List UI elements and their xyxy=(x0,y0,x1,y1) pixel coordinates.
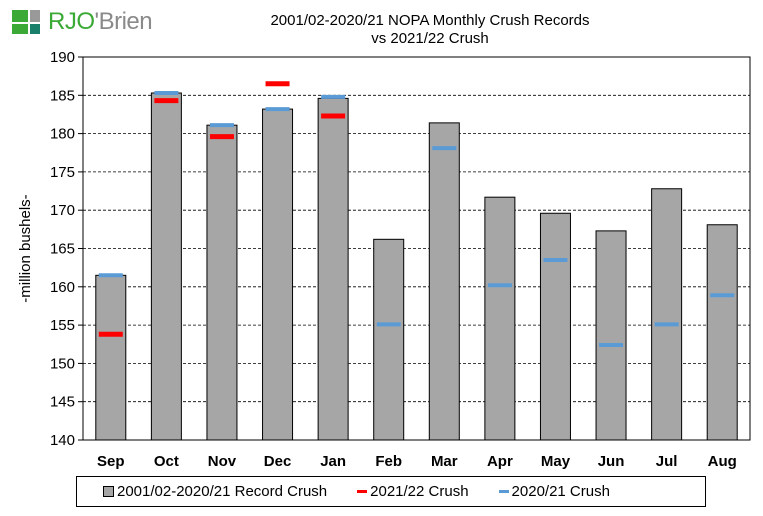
bar-record xyxy=(373,238,405,441)
y-tick-label: 140 xyxy=(50,432,75,449)
y-tick-label: 170 xyxy=(50,202,75,219)
bar-record xyxy=(262,108,294,441)
y-tick-label: 165 xyxy=(50,241,75,258)
y-tick-label: 190 xyxy=(50,49,75,66)
plot-border xyxy=(82,56,751,441)
x-tick-label: May xyxy=(541,453,571,470)
bar-record xyxy=(95,274,127,441)
x-tick-label: Nov xyxy=(208,453,237,470)
x-tick-label: Dec xyxy=(264,453,292,470)
rjo-brien-logo: RJO'Brien xyxy=(12,8,153,36)
x-tick-label: Jun xyxy=(598,453,625,470)
legend-item-2020-21: 2020/21 Crush xyxy=(498,483,610,500)
bar-record xyxy=(651,188,683,441)
bar-record xyxy=(206,124,238,441)
legend-item-2021-22: 2021/22 Crush xyxy=(357,483,469,500)
subtitle-line: vs 2021/22 Crush xyxy=(371,30,489,47)
bar-record xyxy=(539,212,571,441)
bar-record xyxy=(317,97,349,441)
x-tick-label: Feb xyxy=(375,453,402,470)
y-tick-label: 145 xyxy=(50,394,75,411)
y-axis-label: -million bushels- xyxy=(17,194,34,302)
bar-record xyxy=(428,122,460,441)
logo-text: RJO'Brien xyxy=(48,8,153,35)
y-tick-label: 160 xyxy=(50,279,75,296)
x-tick-label: Jan xyxy=(320,453,346,470)
logo-mark-icon xyxy=(12,10,40,34)
y-tick-label: 175 xyxy=(50,164,75,181)
y-tick-label: 150 xyxy=(50,355,75,372)
legend: 2001/02-2020/21 Record Crush 2021/22 Cru… xyxy=(76,476,706,507)
y-tick-label: 155 xyxy=(50,317,75,334)
y-tick-label: 185 xyxy=(50,87,75,104)
title-line: 2001/02-2020/21 NOPA Monthly Crush Recor… xyxy=(270,12,590,29)
y-tick-label: 180 xyxy=(50,126,75,143)
bar-record xyxy=(484,196,516,441)
x-tick-label: Aug xyxy=(708,453,737,470)
bar-record xyxy=(706,224,738,441)
x-tick-label: Apr xyxy=(487,453,513,470)
x-tick-label: Sep xyxy=(97,453,125,470)
x-tick-label: Oct xyxy=(154,453,179,470)
legend-item-record: 2001/02-2020/21 Record Crush xyxy=(103,483,327,500)
x-tick-label: Mar xyxy=(431,453,458,470)
bar-record xyxy=(150,92,182,441)
chart-title: 2001/02-2020/21 NOPA Monthly Crush Recor… xyxy=(180,12,680,48)
bar-record xyxy=(595,230,627,441)
x-tick-label: Jul xyxy=(656,453,678,470)
